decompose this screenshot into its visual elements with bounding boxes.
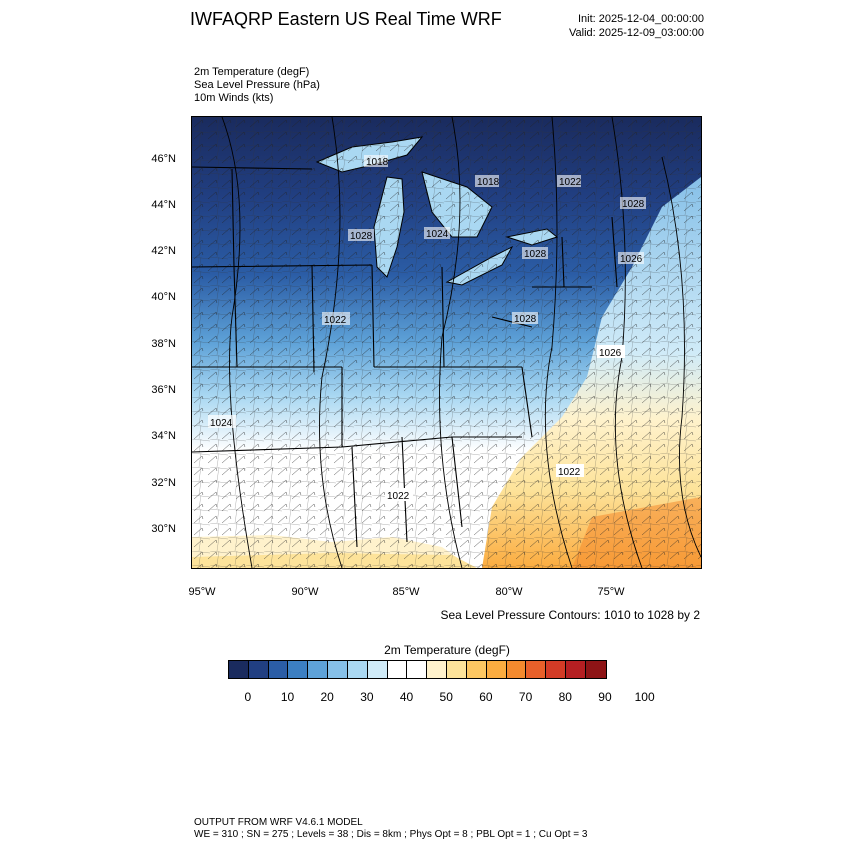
temperature-map: 1018 1018 1022 1028 1024 1028 1028 1026 … [192,117,701,568]
map-panel: 1018 1018 1022 1028 1024 1028 1028 1026 … [191,116,702,569]
svg-text:1028: 1028 [524,249,547,260]
colorbar-swatch [248,661,269,678]
lat-label: 34°N [151,430,176,442]
colorbar-tick-label: 20 [320,690,334,704]
colorbar-swatch [526,661,547,678]
colorbar-tick-label: 40 [399,690,414,704]
colorbar-title: 2m Temperature (degF) [384,643,510,657]
svg-text:1028: 1028 [350,231,373,242]
lon-label: 85°W [392,586,420,598]
pressure-label: 1028 [620,197,646,210]
lon-label: 95°W [188,586,216,598]
wind-barbs [192,117,701,568]
lat-label: 32°N [151,477,176,489]
colorbar-tick-label: 50 [439,690,453,704]
svg-text:1028: 1028 [622,199,645,210]
colorbar-tick-label: 80 [558,690,572,704]
colorbar-tick-label: 100 [634,690,655,704]
pressure-label: 1026 [618,252,644,265]
svg-text:1026: 1026 [620,254,643,265]
map-title: IWFAQRP Eastern US Real Time WRF [190,9,502,29]
lon-label: 80°W [495,586,523,598]
colorbar-swatch [447,661,467,678]
svg-text:1022: 1022 [558,467,581,478]
colorbar-swatch [427,661,448,678]
lat-label: 46°N [151,153,176,165]
colorbar-swatch [268,661,289,678]
field-label-winds: 10m Winds (kts) [194,92,274,104]
colorbar-swatch [288,661,309,678]
colorbar-swatch [367,661,388,678]
pressure-label: 1028 [512,312,538,325]
pressure-label: 1024 [424,227,450,240]
contour-note: Sea Level Pressure Contours: 1010 to 102… [440,608,701,622]
svg-text:1022: 1022 [559,177,582,188]
pressure-label: 1022 [322,312,350,326]
colorbar-swatch [546,661,567,678]
pressure-label: 1028 [522,247,548,260]
svg-text:1022: 1022 [324,315,347,326]
svg-text:1028: 1028 [514,314,537,325]
pressure-label: 1018 [364,155,389,168]
field-label-temperature: 2m Temperature (degF) [194,66,310,78]
colorbar-tick-label: 70 [518,690,533,704]
colorbar-swatch [407,661,428,678]
colorbar-tick-label: 90 [598,690,612,704]
pressure-label: 1028 [348,229,374,242]
pressure-label: 1024 [208,415,236,429]
colorbar-tick-label: 10 [280,690,295,704]
colorbar-swatch [347,661,368,678]
lat-label: 38°N [151,338,176,350]
colorbar [228,660,607,679]
colorbar-swatch [387,661,408,678]
footer-settings: WE = 310 ; SN = 275 ; Levels = 38 ; Dis … [194,829,588,840]
valid-time: Valid: 2025-12-09_03:00:00 [569,27,704,39]
svg-text:1022: 1022 [387,491,410,502]
colorbar-swatch [566,661,586,678]
init-time: Init: 2025-12-04_00:00:00 [578,13,704,25]
colorbar-swatch [486,661,507,678]
pressure-label: 1022 [557,175,582,188]
colorbar-swatch [328,661,348,678]
lat-label: 44°N [151,199,176,211]
field-label-pressure: Sea Level Pressure (hPa) [194,79,320,91]
lat-label: 36°N [151,384,176,396]
footer-model: OUTPUT FROM WRF V4.6.1 MODEL [194,817,363,828]
svg-text:1026: 1026 [599,348,622,359]
lat-label: 42°N [151,245,176,257]
pressure-label: 1026 [597,345,625,359]
svg-text:1018: 1018 [366,157,389,168]
colorbar-swatch [308,661,329,678]
colorbar-tick-label: 0 [244,690,252,704]
lat-label: 40°N [151,291,176,303]
colorbar-swatch [466,661,487,678]
colorbar-swatch [229,661,249,678]
pressure-labels: 1018 1018 1022 1028 1024 1028 1028 1026 … [208,155,646,502]
lat-label: 30°N [151,523,176,535]
colorbar-swatch [585,661,606,678]
colorbar-tick-label: 60 [479,690,493,704]
lon-label: 90°W [291,586,319,598]
state-borders [192,166,618,548]
svg-text:1018: 1018 [477,177,500,188]
svg-text:1024: 1024 [210,418,233,429]
pressure-label: 1022 [385,488,413,502]
colorbar-tick-label: 30 [360,690,374,704]
lon-label: 75°W [597,586,625,598]
pressure-label: 1018 [475,175,500,188]
colorbar-swatch [506,661,527,678]
pressure-label: 1022 [556,464,584,478]
svg-text:1024: 1024 [426,229,449,240]
